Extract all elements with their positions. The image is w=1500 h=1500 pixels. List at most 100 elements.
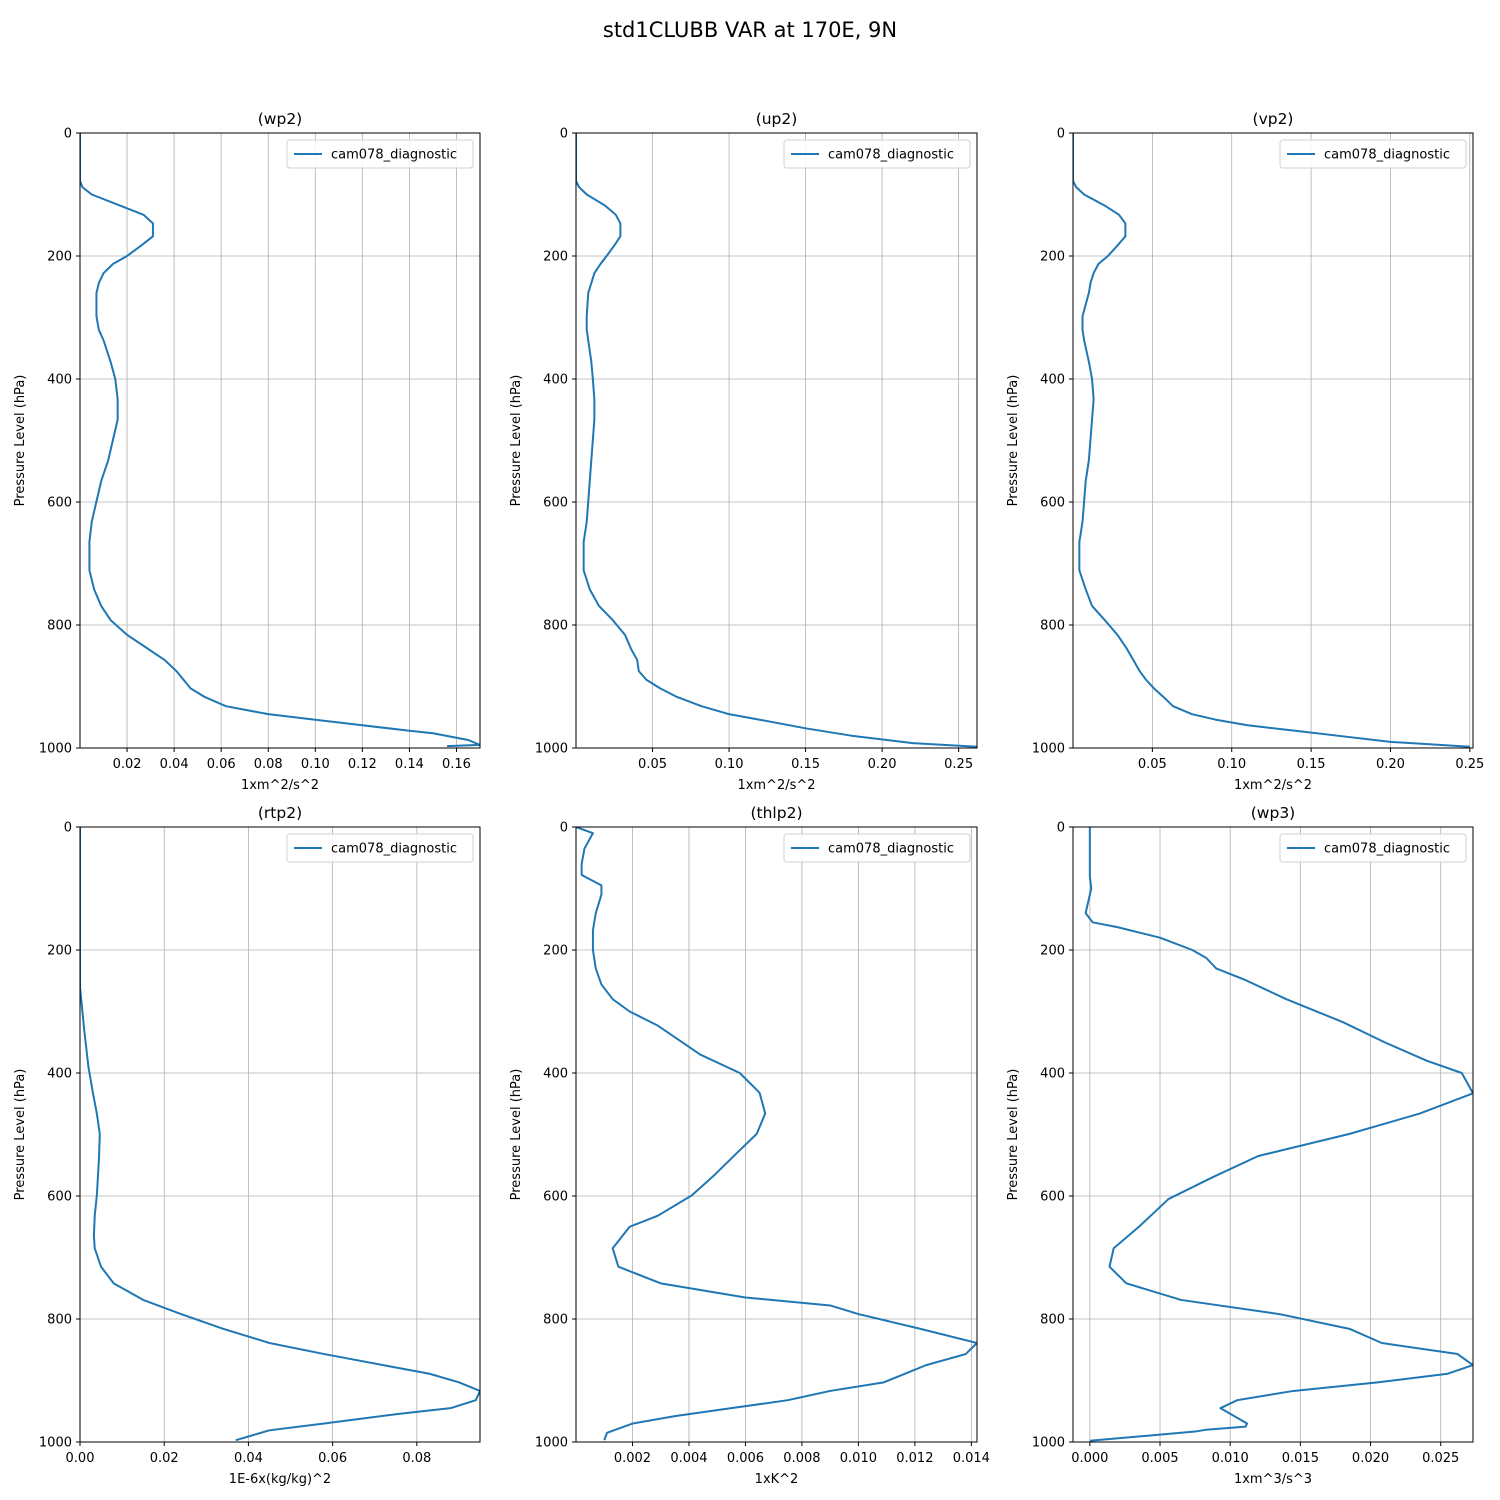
x-tick-label: 0.06 xyxy=(318,1451,347,1466)
y-tick-label: 0 xyxy=(1057,821,1065,836)
x-tick-label: 0.02 xyxy=(113,757,142,772)
legend-box xyxy=(1279,833,1467,863)
y-tick-label: 400 xyxy=(1040,1067,1065,1082)
x-tick-label: 0.25 xyxy=(1455,757,1484,772)
subplot-up2: 0.05 0.10 0.15 0.20 0.25 0 200 400 600 800 1000 (up… xyxy=(509,110,978,793)
x-tick-label: 0.06 xyxy=(207,757,236,772)
y-tick-label: 400 xyxy=(543,373,568,388)
y-tick-label: 0 xyxy=(64,127,72,142)
legend-label: cam078_diagnostic xyxy=(1324,148,1450,163)
y-tick-label: 800 xyxy=(543,619,568,634)
legend-label: cam078_diagnostic xyxy=(331,148,457,163)
y-tick-label: 0 xyxy=(64,821,72,836)
x-tick-label: 0.10 xyxy=(301,757,330,772)
legend: cam078_diagnostic xyxy=(286,139,474,169)
y-tick-label: 200 xyxy=(47,250,72,265)
x-tick-label: 0.006 xyxy=(727,1451,764,1466)
x-tick-label: 0.02 xyxy=(150,1451,179,1466)
x-tick-label: 0.20 xyxy=(868,757,897,772)
axes-frame xyxy=(79,132,481,749)
y-tick-label: 800 xyxy=(1040,1313,1065,1328)
x-tick-label: 0.004 xyxy=(670,1451,707,1466)
legend-box xyxy=(1279,139,1467,169)
series-line xyxy=(1084,827,1473,1442)
y-tick-label: 1000 xyxy=(535,742,568,757)
y-tick-label: 200 xyxy=(543,250,568,265)
subplot-title: (rtp2) xyxy=(258,804,302,822)
x-tick-label: 0.08 xyxy=(254,757,283,772)
legend-label: cam078_diagnostic xyxy=(828,842,954,857)
y-tick-label: 400 xyxy=(543,1067,568,1082)
legend: cam078_diagnostic xyxy=(1279,833,1467,863)
x-tick-label: 0.002 xyxy=(614,1451,651,1466)
y-tick-label: 600 xyxy=(1040,496,1065,511)
y-tick-label: 600 xyxy=(47,496,72,511)
subplot-vp2: 0.05 0.10 0.15 0.20 0.25 0 200 400 600 800 1000 (vp… xyxy=(1006,110,1484,793)
legend-box xyxy=(783,833,971,863)
axes-frame xyxy=(575,826,978,1443)
x-tick-label: 0.005 xyxy=(1141,1451,1178,1466)
x-axis-label: 1xm^2/s^2 xyxy=(1234,778,1312,793)
legend: cam078_diagnostic xyxy=(783,833,971,863)
x-tick-label: 0.25 xyxy=(944,757,973,772)
y-tick-label: 400 xyxy=(47,1067,72,1082)
x-axis-label: 1E-6x(kg/kg)^2 xyxy=(229,1472,331,1487)
y-tick-label: 800 xyxy=(47,1313,72,1328)
x-tick-label: 0.14 xyxy=(395,757,424,772)
series-line xyxy=(576,133,977,748)
y-tick-label: 400 xyxy=(1040,373,1065,388)
x-tick-label: 0.12 xyxy=(348,757,377,772)
subplot-title: (thlp2) xyxy=(750,804,802,822)
legend-label: cam078_diagnostic xyxy=(828,148,954,163)
x-axis-label: 1xm^2/s^2 xyxy=(737,778,815,793)
axes-frame xyxy=(79,826,481,1443)
x-axis-label: 1xm^3/s^3 xyxy=(1234,1472,1312,1487)
x-tick-label: 0.15 xyxy=(1297,757,1326,772)
series-line xyxy=(80,827,480,1442)
x-tick-label: 0.20 xyxy=(1376,757,1405,772)
y-tick-label: 800 xyxy=(543,1313,568,1328)
y-tick-label: 0 xyxy=(560,821,568,836)
x-tick-label: 0.020 xyxy=(1352,1451,1389,1466)
subplot-title: (vp2) xyxy=(1253,110,1294,128)
x-tick-label: 0.05 xyxy=(638,757,667,772)
legend: cam078_diagnostic xyxy=(1279,139,1467,169)
subplot-wp3: 0.000 0.005 0.010 0.015 0.020 0.025 0 200 400 600… xyxy=(1006,804,1474,1487)
y-tick-label: 800 xyxy=(1040,619,1065,634)
subplot-thlp2: 0.002 0.004 0.006 0.008 0.010 0.012 0.014 0 200 4… xyxy=(509,804,990,1487)
subplot-title: (wp2) xyxy=(258,110,302,128)
y-tick-label: 1000 xyxy=(1032,742,1065,757)
x-tick-label: 0.00 xyxy=(66,1451,95,1466)
x-tick-label: 0.08 xyxy=(402,1451,431,1466)
subplot-title: (wp3) xyxy=(1251,804,1295,822)
x-tick-label: 0.05 xyxy=(1138,757,1167,772)
x-axis-label: 1xm^2/s^2 xyxy=(241,778,319,793)
y-tick-label: 800 xyxy=(47,619,72,634)
y-tick-label: 400 xyxy=(47,373,72,388)
axes-frame xyxy=(575,132,978,749)
x-axis-label: 1xK^2 xyxy=(755,1472,799,1487)
x-tick-label: 0.008 xyxy=(783,1451,820,1466)
subplot-title: (up2) xyxy=(756,110,798,128)
legend-box xyxy=(783,139,971,169)
y-tick-label: 200 xyxy=(1040,944,1065,959)
y-axis-label: Pressure Level (hPa) xyxy=(509,375,524,507)
y-axis-label: Pressure Level (hPa) xyxy=(13,1069,28,1201)
y-tick-label: 600 xyxy=(543,496,568,511)
x-tick-label: 0.04 xyxy=(160,757,189,772)
y-tick-label: 200 xyxy=(47,944,72,959)
legend-label: cam078_diagnostic xyxy=(331,842,457,857)
x-tick-label: 0.10 xyxy=(715,757,744,772)
y-tick-label: 1000 xyxy=(535,1436,568,1451)
subplot-rtp2: 0.00 0.02 0.04 0.06 0.08 0 200 400 600 800 1000 (rt… xyxy=(13,804,481,1487)
series-line xyxy=(576,827,977,1441)
x-tick-label: 0.000 xyxy=(1071,1451,1108,1466)
series-line xyxy=(1073,133,1470,748)
legend: cam078_diagnostic xyxy=(286,833,474,863)
y-tick-label: 0 xyxy=(560,127,568,142)
y-tick-label: 600 xyxy=(543,1190,568,1205)
y-tick-label: 1000 xyxy=(1032,1436,1065,1451)
y-tick-label: 1000 xyxy=(39,1436,72,1451)
y-tick-label: 600 xyxy=(47,1190,72,1205)
